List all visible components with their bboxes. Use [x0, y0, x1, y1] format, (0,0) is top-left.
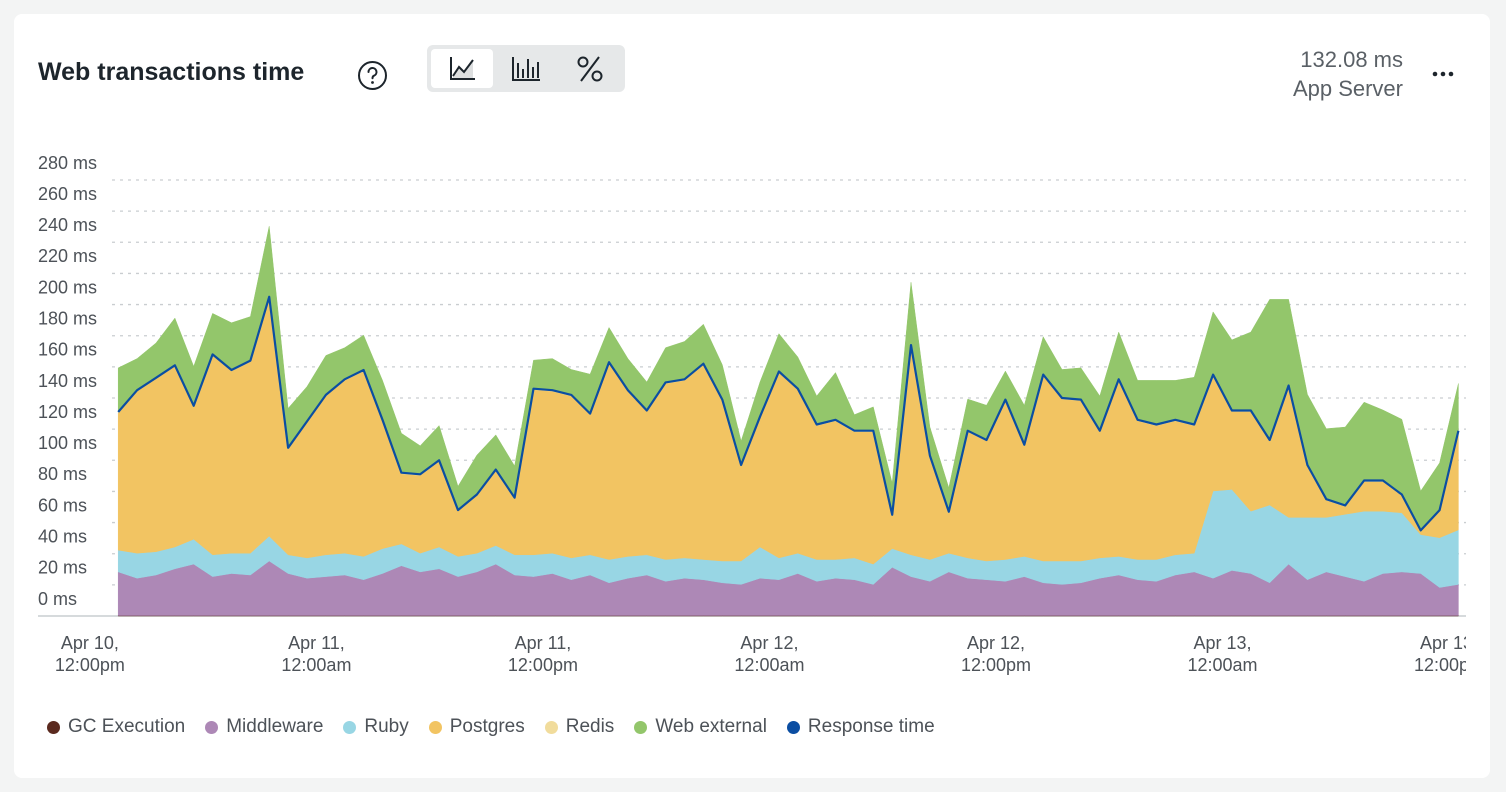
legend-item: Ruby [343, 716, 409, 738]
legend-swatch [544, 720, 558, 734]
y-tick-label: 200 ms [38, 277, 97, 297]
y-tick-label: 160 ms [38, 340, 97, 360]
area-view-button[interactable] [431, 49, 493, 88]
y-tick-label: 60 ms [38, 495, 87, 515]
legend-label: Ruby [364, 716, 409, 737]
legend-label: Postgres [449, 716, 525, 737]
legend-item: Response time [786, 716, 935, 738]
view-toggle [427, 45, 625, 92]
legend-swatch [47, 720, 60, 734]
legend: GC Execution Middleware Ruby Postgres Redis W… [47, 716, 935, 738]
percent-icon [577, 56, 603, 82]
percent-view-button[interactable] [559, 49, 621, 88]
y-tick-label: 100 ms [38, 433, 97, 453]
legend-item: Redis [544, 716, 615, 738]
area-icon [450, 57, 475, 80]
y-tick-label: 140 ms [38, 371, 97, 391]
more-menu[interactable] [1432, 68, 1456, 80]
summary-label: App Server [1292, 76, 1403, 101]
x-tick-label: Apr 10, 12:00pm [54, 633, 125, 675]
legend-swatch [634, 720, 648, 734]
summary-value: 132.08 ms [1300, 47, 1403, 72]
y-tick-label: 240 ms [38, 215, 97, 235]
x-tick-label: Apr 11, 12:00am [281, 633, 352, 675]
y-tick-label: 280 ms [38, 153, 97, 173]
chart-title: Web transactions time [38, 58, 305, 86]
legend-item: Web external [634, 716, 767, 738]
bar-view-button[interactable] [495, 49, 557, 88]
x-tick-label: Apr 11, 12:00pm [507, 633, 578, 675]
legend-label: Web external [655, 716, 767, 737]
help-icon[interactable] [357, 60, 388, 91]
y-tick-label: 20 ms [38, 558, 87, 578]
y-tick-label: 80 ms [38, 464, 87, 484]
x-tick-label: Apr 13, 12:00am [1187, 633, 1258, 675]
legend-swatch [343, 720, 357, 734]
legend-label: Middleware [226, 716, 324, 737]
y-tick-label: 260 ms [38, 184, 97, 204]
legend-item: Postgres [428, 716, 525, 738]
legend-swatch [428, 720, 442, 734]
y-tick-label: 0 ms [38, 589, 77, 609]
legend-label: Response time [807, 716, 935, 737]
y-tick-label: 180 ms [38, 308, 97, 328]
legend-swatch [205, 720, 219, 734]
line [117, 295, 1460, 532]
y-tick-label: 220 ms [38, 246, 97, 266]
bar-icon [512, 57, 540, 81]
legend-item: GC Execution [47, 716, 185, 738]
legend-swatch [786, 720, 800, 734]
x-axis-labels: Apr 10, 12:00pm Apr 11, 12:00am Apr 11, 12… [0, 632, 1466, 682]
y-tick-label: 40 ms [38, 526, 87, 546]
legend-label: GC Execution [68, 716, 186, 737]
x-tick-label: Apr 13, 12:00pm [1413, 633, 1466, 675]
x-tick-label: Apr 12, 12:00pm [960, 633, 1031, 675]
x-tick-label: Apr 12, 12:00am [734, 633, 805, 675]
y-tick-label: 120 ms [38, 402, 97, 422]
legend-label: Redis [565, 716, 615, 737]
legend-item: Middleware [205, 716, 323, 738]
